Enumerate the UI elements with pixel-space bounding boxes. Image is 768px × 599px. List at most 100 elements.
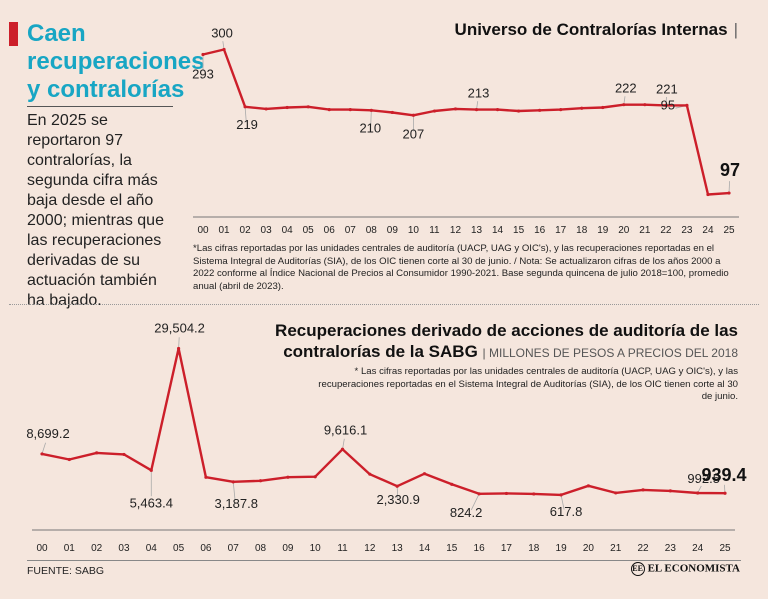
chart2-data-point	[395, 484, 399, 488]
chart1-data-point	[538, 108, 542, 112]
chart2-tick-label: 01	[64, 543, 76, 554]
chart1-data-point	[285, 105, 289, 110]
chart1-tick-label: 22	[660, 225, 672, 236]
chart2-tick-label: 05	[173, 543, 185, 554]
chart1-tick-label: 17	[555, 225, 567, 236]
chart1-data-point	[685, 103, 689, 107]
chart2-data-point	[67, 457, 71, 462]
chart1-tick-label: 18	[576, 225, 588, 236]
chart2-data-label: 5,463.4	[130, 495, 173, 510]
chart1-tick-label: 25	[723, 225, 735, 236]
chart1-tick-label: 10	[408, 225, 420, 236]
chart1-data-point	[622, 103, 626, 107]
brand-mark-icon: EE	[630, 562, 645, 576]
chart1-data-point	[517, 109, 521, 113]
headline-divider	[27, 106, 173, 107]
chart2-data-point	[504, 491, 509, 496]
chart2-data-point	[286, 475, 290, 479]
chart1-data-point	[643, 103, 647, 107]
headline: Caen recuperaciones y contralorías	[27, 20, 205, 103]
chart2-tick-label: 21	[610, 543, 622, 554]
chart2-tick-label: 20	[583, 543, 595, 554]
chart1-data-point	[664, 103, 668, 107]
chart2-tick-label: 17	[501, 543, 513, 554]
chart2-data-point	[95, 451, 99, 455]
chart1-tick-label: 00	[197, 225, 209, 236]
chart1-data-point	[453, 107, 458, 111]
intro-text: En 2025 se reportaron 97 contralorías, l…	[27, 112, 164, 309]
brand-name: EL ECONOMISTA	[647, 562, 740, 575]
chart1-label-leader	[244, 106, 247, 123]
chart1-tick-label: 24	[702, 225, 714, 236]
chart2-data-point	[477, 492, 481, 496]
chart2-data-point	[177, 346, 181, 351]
chart2-data-point	[40, 452, 44, 456]
chart2-tick-label: 03	[118, 543, 130, 554]
chart2-data-point	[641, 488, 645, 492]
chart1-tick-label: 01	[218, 225, 230, 236]
chart2-data-label: 617.8	[550, 504, 583, 519]
chart1-label-leader	[370, 110, 372, 126]
chart2-label-leader	[41, 442, 46, 455]
chart1-title-text: Universo de Contralorías Internas	[454, 20, 728, 39]
chart1-data-point	[264, 107, 268, 111]
chart2-tick-label: 00	[36, 543, 48, 554]
chart1-title: Universo de Contralorías Internas |	[455, 20, 738, 40]
chart1-tick-label: 20	[618, 225, 630, 236]
chart2-data-point	[559, 493, 563, 497]
chart2-tick-label: 22	[637, 543, 649, 554]
chart2-label-leader	[232, 481, 236, 501]
chart1-series-line	[202, 48, 730, 196]
chart2-tick-label: 18	[528, 543, 540, 554]
chart1-tick-label: 02	[240, 225, 252, 236]
chart2-label-leader	[342, 438, 345, 450]
chart2-tick-label: 02	[91, 543, 103, 554]
chart1-tick-label: 07	[345, 225, 357, 236]
footer-divider	[27, 560, 741, 561]
chart2-series-line	[41, 347, 726, 497]
chart2-tick-label: 11	[337, 543, 348, 554]
chart1-tick-label: 14	[492, 225, 504, 236]
chart2-data-point	[368, 472, 372, 476]
chart2-tick-label: 14	[419, 543, 431, 554]
chart2-tick-label: 12	[364, 543, 376, 554]
chart1-data-point	[474, 108, 479, 112]
chart2-data-label: 992.5	[687, 471, 720, 486]
chart2-data-point	[122, 452, 126, 457]
chart1-note: *Las cifras reportadas por las unidades …	[193, 243, 729, 292]
chart2-data-label: 2,330.9	[376, 492, 419, 507]
chart1-data-label: 221	[656, 81, 678, 96]
chart1-data-label: 293	[192, 66, 214, 81]
section-divider	[9, 304, 759, 305]
chart2-data-point	[450, 482, 454, 486]
chart1-tick-label: 09	[387, 225, 399, 236]
chart1-tick-label: 23	[681, 225, 693, 236]
chart2-data-label: 824.2	[450, 505, 483, 520]
chart2-tick-label: 10	[310, 543, 322, 554]
chart2-tick-label: 24	[692, 543, 704, 554]
brand-logo: EE EL ECONOMISTA	[630, 562, 740, 576]
chart1-data-label: 207	[403, 126, 425, 141]
chart1-tick-label: 19	[597, 225, 609, 236]
chart2-data-point	[313, 475, 317, 479]
chart1-data-point	[222, 47, 226, 52]
chart1-data-point	[348, 108, 352, 112]
chart2-data-point	[586, 484, 591, 488]
chart1-data-point	[727, 191, 731, 195]
chart1-data-point	[243, 105, 247, 109]
chart2-tick-label: 23	[665, 543, 677, 554]
chart1-tick-label: 11	[429, 225, 440, 236]
chart2-data-point	[204, 475, 208, 479]
chart2-subtitle: | MILLONES DE PESOS A PRECIOS DEL 2018	[482, 346, 738, 360]
title-separator: |	[733, 20, 738, 39]
chart2-tick-label: 07	[228, 543, 240, 554]
chart1-data-point	[306, 105, 310, 109]
chart1-tick-label: 04	[282, 225, 294, 236]
chart1-data-point	[390, 110, 394, 115]
chart2-tick-label: 13	[392, 543, 404, 554]
chart2-tick-label: 15	[446, 543, 458, 554]
chart2-data-label: 29,504.2	[154, 321, 205, 336]
chart2-data-point	[258, 479, 263, 483]
chart2-data-point	[614, 491, 618, 495]
